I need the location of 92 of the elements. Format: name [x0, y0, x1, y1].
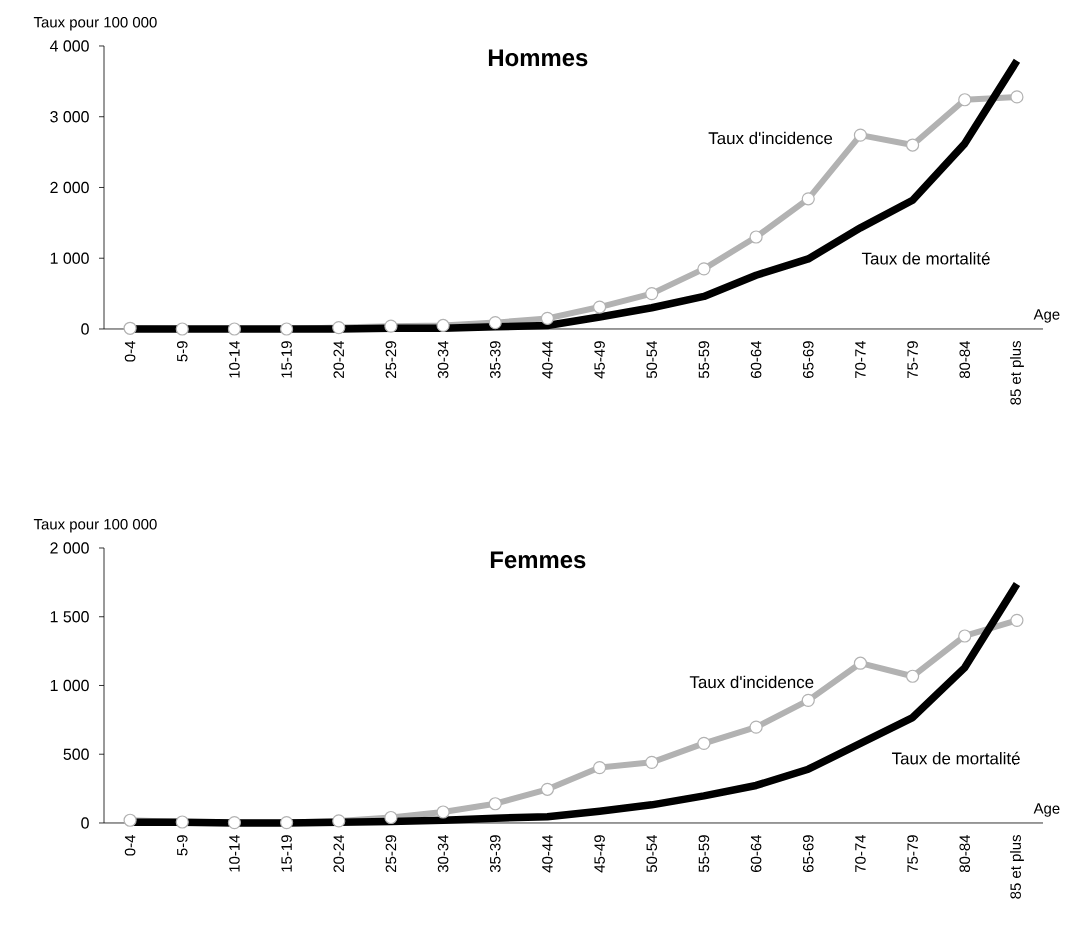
x-tick-label: 50-54	[646, 340, 658, 379]
x-tick-label: 10-14	[229, 834, 240, 872]
x-tick-label: 70-74	[855, 834, 866, 872]
point	[227, 322, 242, 336]
point	[175, 815, 189, 829]
point	[906, 669, 920, 683]
point	[175, 322, 189, 336]
x-tick-label: 25-29	[385, 341, 397, 378]
x-axis-title: Age	[1033, 803, 1060, 817]
point	[436, 318, 450, 333]
x-tick-label: 65-69	[802, 835, 814, 872]
x-tick-label: 65-69	[802, 341, 814, 378]
point	[436, 805, 450, 819]
point	[279, 815, 294, 830]
x-tick-label: 0-4	[124, 834, 136, 856]
x-tick-label: 85 et plus	[1009, 835, 1024, 899]
x-tick-label: 15-19	[281, 341, 292, 378]
point	[1010, 90, 1024, 104]
x-tick-label: 60-64	[750, 834, 762, 872]
x-tick-label: 80-84	[959, 834, 971, 873]
point	[853, 656, 868, 670]
point	[645, 287, 659, 301]
point	[540, 311, 555, 325]
point	[384, 810, 398, 825]
x-tick-label: 0-4	[124, 340, 136, 362]
point	[332, 814, 346, 828]
series-label: Taux d'incidence	[708, 131, 833, 145]
y-tick-label: 0	[81, 817, 89, 829]
point	[853, 128, 868, 142]
point	[332, 320, 346, 335]
x-tick-label: 80-84	[959, 340, 971, 379]
point	[697, 736, 711, 750]
point	[958, 629, 972, 643]
point	[227, 815, 242, 830]
x-tick-label: 30-34	[437, 834, 449, 873]
y-tick-label: 1 000	[50, 252, 89, 264]
x-tick-label: 10-14	[229, 340, 240, 378]
x-tick-label: 5-9	[176, 835, 188, 856]
chart-title: Hommes	[488, 49, 588, 67]
y-tick-label: 2 000	[50, 181, 89, 194]
y-tick-label: 0	[81, 323, 89, 335]
y-tick-label: 2 000	[50, 542, 89, 554]
point	[801, 192, 815, 206]
x-tick-label: 20-24	[333, 834, 345, 872]
y-tick-label: 1 500	[50, 611, 89, 623]
x-tick-label: 55-59	[698, 835, 710, 873]
series-label: Taux d'incidence	[689, 675, 814, 689]
x-tick-label: 40-44	[542, 340, 553, 379]
point	[540, 782, 555, 796]
y-tick-label: 1 000	[50, 679, 89, 692]
x-axis-title: Age	[1033, 309, 1060, 323]
x-tick-label: 30-34	[437, 340, 449, 379]
point	[958, 93, 972, 107]
x-tick-label: 35-39	[489, 341, 501, 379]
x-tick-label: 15-19	[281, 835, 292, 872]
series-label: Taux de mortalité	[861, 251, 990, 265]
y-axis-title: Taux pour 100 000	[33, 16, 157, 31]
y-axis-title: Taux pour 100 000	[33, 518, 157, 533]
y-tick-label: 4 000	[49, 40, 89, 52]
x-tick-label: 75-79	[907, 341, 918, 378]
x-tick-label: 50-54	[646, 834, 658, 873]
point	[123, 321, 137, 335]
point	[1010, 613, 1024, 627]
point	[123, 813, 137, 827]
series-label: Taux de mortalité	[891, 751, 1020, 765]
x-tick-label: 35-39	[489, 835, 501, 873]
y-tick-label: 3 000	[50, 111, 89, 123]
x-tick-label: 45-49	[594, 835, 605, 873]
point	[645, 755, 659, 769]
point	[749, 230, 763, 244]
x-tick-label: 70-74	[855, 340, 866, 378]
point	[592, 300, 607, 314]
point	[592, 760, 607, 775]
x-tick-label: 20-24	[333, 340, 345, 378]
point	[697, 262, 711, 276]
point	[488, 316, 502, 330]
point	[488, 797, 502, 811]
x-tick-label: 45-49	[594, 341, 605, 379]
point	[906, 138, 920, 152]
x-tick-label: 55-59	[698, 341, 710, 379]
x-tick-label: 40-44	[542, 834, 553, 873]
point	[801, 693, 815, 707]
x-tick-label: 5-9	[176, 341, 188, 362]
point	[279, 322, 294, 336]
chart-title: Femmes	[490, 551, 586, 569]
x-tick-label: 85 et plus	[1009, 341, 1024, 405]
y-tick-label: 500	[63, 748, 89, 760]
x-tick-label: 25-29	[385, 835, 397, 872]
x-tick-label: 75-79	[907, 835, 918, 872]
point	[384, 319, 398, 333]
x-tick-label: 60-64	[750, 340, 762, 378]
point	[749, 720, 763, 734]
